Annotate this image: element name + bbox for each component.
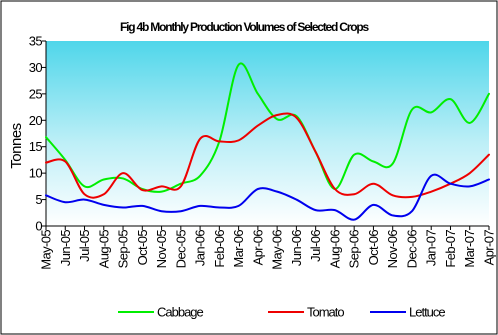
legend-label-lettuce: Lettuce: [409, 305, 445, 320]
y-tick-label: 10: [29, 166, 43, 181]
x-tick-label: Feb-07: [443, 230, 458, 268]
y-tick-label: 20: [29, 113, 43, 128]
y-tick-label: 15: [29, 139, 43, 154]
plot-area: [46, 41, 489, 226]
x-tick-label: Oct-06: [366, 230, 381, 266]
y-tick-label: 0: [35, 219, 42, 234]
x-tick-label: Nov-05: [154, 230, 169, 269]
x-tick-label: Jan-07: [424, 230, 439, 267]
x-tick-label: Dec-06: [404, 230, 419, 269]
x-tick-label: Feb-06: [212, 230, 227, 268]
x-tick-label: Jun-05: [58, 230, 73, 267]
x-tick-label: May-06: [270, 230, 285, 270]
y-tick-label: 5: [35, 192, 42, 207]
x-tick-label: Apr-06: [250, 230, 265, 266]
series-line-lettuce: [45, 173, 490, 221]
series-lines: [45, 62, 490, 221]
x-tick-label: Mar-06: [231, 230, 246, 268]
x-tick-label: Mar-07: [462, 230, 477, 268]
chart-title: Fig 4b Monthly Production Volumes of Sel…: [120, 20, 369, 34]
x-tick-label: Aug-05: [96, 230, 111, 269]
x-tick-label: Jul-05: [77, 230, 92, 262]
y-tick-label: 30: [29, 60, 43, 75]
x-tick-label: Jul-06: [308, 230, 323, 262]
series-line-cabbage: [45, 62, 490, 193]
x-tick-label: Dec-05: [173, 230, 188, 269]
x-tick-label: Jun-06: [289, 230, 304, 267]
x-tick-label: Nov-06: [385, 230, 400, 269]
y-tick-label: 25: [29, 86, 43, 101]
legend-label-tomato: Tomato: [307, 305, 344, 320]
x-tick-label: Jan-06: [193, 230, 208, 267]
series-line-tomato: [45, 112, 490, 199]
x-tick-label: Apr-07: [482, 230, 497, 266]
y-tick-label: 35: [29, 34, 43, 49]
x-tick-label: May-05: [39, 230, 54, 270]
x-tick-label: Sep-05: [116, 230, 131, 269]
legend: Cabbage Tomato Lettuce: [118, 305, 446, 320]
x-tick-label: Oct-05: [135, 230, 150, 266]
legend-label-cabbage: Cabbage: [157, 305, 204, 320]
y-axis-label: Tonnes: [8, 123, 25, 168]
x-tick-label: Sep-06: [347, 230, 362, 269]
x-tick-label: Aug-06: [327, 230, 342, 269]
